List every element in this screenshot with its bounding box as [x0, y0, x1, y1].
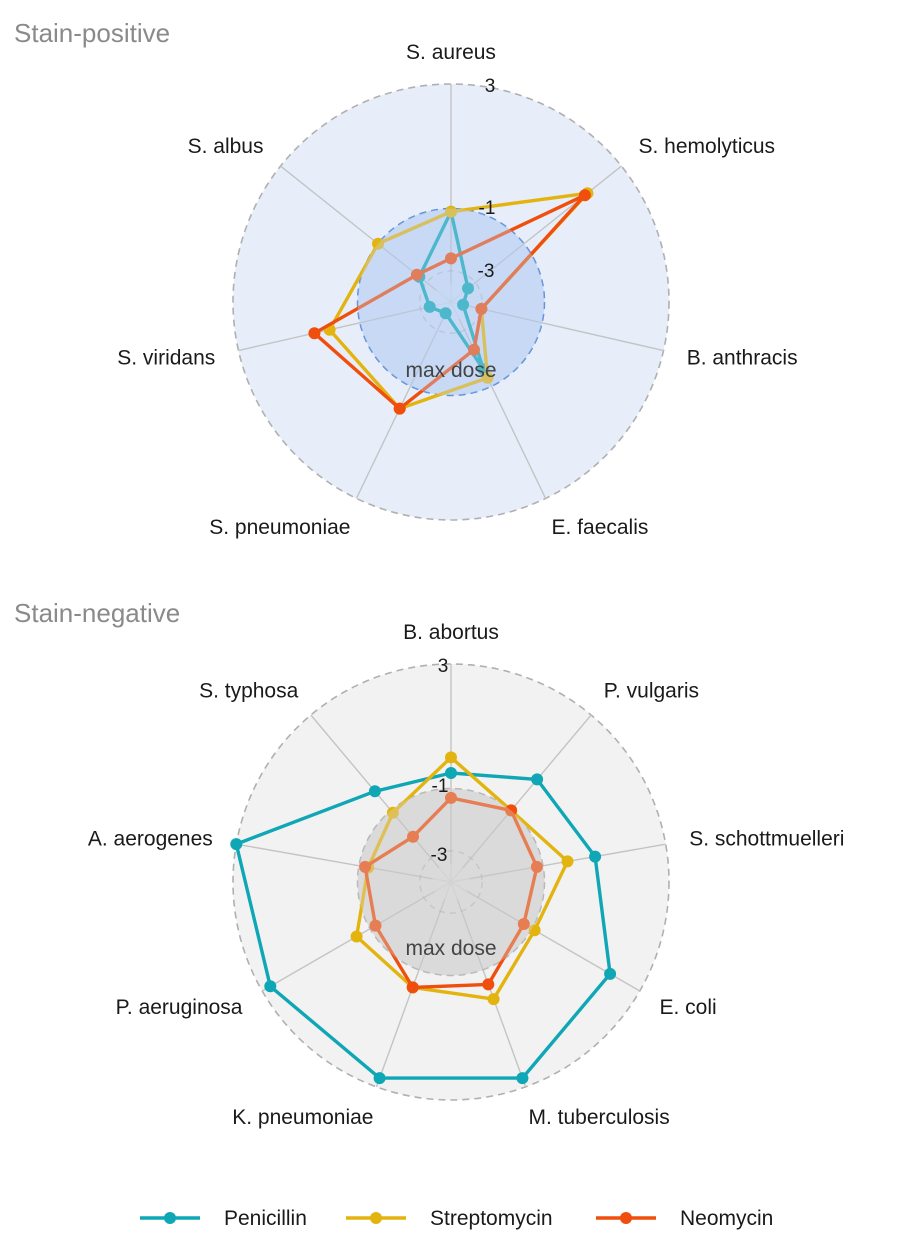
point-neomycin-s-typhosa: [407, 830, 419, 843]
point-penicillin-k-pneumoniae: [373, 1072, 386, 1085]
point-neomycin-s-pneumoniae: [393, 402, 406, 415]
point-neomycin-s-viridans: [308, 327, 321, 340]
point-neomycin-e-coli: [517, 918, 530, 930]
radial-tick-label: -3: [478, 261, 495, 282]
point-neomycin-b-abortus: [445, 791, 457, 804]
point-penicillin-e-coli: [604, 967, 617, 980]
point-streptomycin-e-coli: [528, 924, 541, 937]
category-label-s-schottmuelleri: S. schottmuelleri: [689, 828, 844, 851]
radial-tick-label: -1: [479, 198, 496, 219]
point-neomycin-p-vulgaris: [505, 804, 518, 817]
category-label-m-tuberculosis: M. tuberculosis: [529, 1106, 670, 1129]
max-dose-zone-overlay: [357, 208, 545, 396]
panel-title: Stain-positive: [14, 18, 170, 48]
legend-marker-penicillin: [164, 1212, 176, 1224]
category-label-k-pneumoniae: K. pneumoniae: [232, 1106, 373, 1129]
legend-label-neomycin: Neomycin: [680, 1207, 773, 1230]
category-label-b-abortus: B. abortus: [403, 621, 499, 644]
series-line-streptomycin: [354, 755, 570, 1001]
category-label-s-albus: S. albus: [188, 135, 264, 158]
radial-tick-label: 3: [438, 656, 449, 677]
category-label-s-pneumoniae: S. pneumoniae: [209, 516, 350, 539]
series-line-neomycin: [312, 193, 587, 411]
series-line-penicillin: [234, 771, 612, 1080]
category-label-b-anthracis: B. anthracis: [687, 347, 798, 370]
legend-marker-streptomycin: [370, 1212, 382, 1224]
radial-tick-label: 3: [485, 76, 496, 97]
point-penicillin-b-abortus: [445, 767, 457, 779]
point-neomycin-b-anthracis: [475, 302, 488, 315]
panel-title: Stain-negative: [14, 598, 180, 628]
series-line-neomycin: [363, 796, 539, 990]
radar-panel-stain-negative: Stain-negative B. abortus P. vulgaris S. sc…: [14, 598, 844, 1129]
legend-label-penicillin: Penicillin: [224, 1207, 307, 1230]
inner-spoke-s-albus: [377, 243, 437, 291]
max-dose-label: max dose: [405, 359, 496, 382]
max-dose-zone-overlay: [357, 788, 545, 976]
point-penicillin-p-vulgaris: [531, 773, 544, 786]
category-label-s-aureus: S. aureus: [406, 41, 496, 64]
inner-spoke-k-pneumoniae: [418, 899, 446, 970]
inner-spoke-s-pneumoniae: [409, 318, 444, 387]
max-dose-label: max dose: [405, 937, 496, 960]
point-penicillin-m-tuberculosis: [516, 1072, 529, 1085]
legend-label-streptomycin: Streptomycin: [430, 1207, 553, 1230]
point-penicillin-b-anthracis: [457, 298, 470, 311]
legend: Penicillin Streptomycin Neomycin: [140, 1207, 773, 1230]
point-neomycin-m-tuberculosis: [482, 978, 495, 991]
point-streptomycin-s-schottmuelleri: [561, 855, 574, 868]
point-neomycin-s-aureus: [445, 252, 457, 265]
inner-spoke-s-hemolyticus: [465, 243, 525, 291]
radar-panel-stain-positive: Stain-positive S. aureus S. hemolyticus B. …: [14, 18, 798, 539]
legend-marker-neomycin: [620, 1212, 632, 1224]
point-neomycin-s-schottmuelleri: [530, 860, 543, 873]
max-dose-zone: [356, 787, 546, 977]
point-streptomycin-m-tuberculosis: [487, 993, 500, 1006]
point-penicillin-s-schottmuelleri: [589, 850, 602, 863]
category-label-s-hemolyticus: S. hemolyticus: [639, 135, 776, 158]
point-penicillin-s-pneumoniae: [439, 307, 452, 320]
category-label-p-vulgaris: P. vulgaris: [604, 680, 699, 703]
inner-spoke-s-schottmuelleri: [469, 865, 544, 880]
inner-spoke-s-viridans: [359, 305, 433, 324]
category-label-e-coli: E. coli: [660, 996, 717, 1019]
point-neomycin-s-albus: [410, 268, 423, 281]
point-penicillin-s-typhosa: [368, 785, 381, 798]
point-neomycin-s-hemolyticus: [578, 189, 591, 202]
point-neomycin-a-aerogenes: [359, 860, 372, 873]
point-penicillin-a-aerogenes: [230, 838, 243, 851]
radial-tick-label: -1: [432, 776, 449, 797]
point-streptomycin-b-abortus: [445, 751, 457, 764]
max-dose-zone: [356, 207, 546, 397]
point-streptomycin-p-aeruginosa: [350, 930, 363, 943]
inner-spoke-m-tuberculosis: [456, 899, 484, 970]
point-neomycin-k-pneumoniae: [406, 981, 419, 994]
inner-spoke-p-vulgaris: [462, 810, 512, 869]
point-streptomycin-s-albus: [372, 237, 384, 250]
point-streptomycin-s-typhosa: [386, 806, 399, 819]
radial-tick-label: -3: [431, 845, 448, 866]
category-label-s-typhosa: S. typhosa: [199, 680, 299, 703]
point-neomycin-p-aeruginosa: [369, 919, 382, 932]
point-penicillin-s-viridans: [423, 300, 436, 313]
point-penicillin-p-aeruginosa: [264, 980, 277, 993]
point-neomycin-e-faecalis: [468, 343, 480, 356]
point-streptomycin-e-faecalis: [481, 371, 494, 384]
category-label-a-aerogenes: A. aerogenes: [88, 828, 213, 851]
category-label-e-faecalis: E. faecalis: [552, 516, 649, 539]
category-label-p-aeruginosa: P. aeruginosa: [116, 996, 243, 1019]
category-label-s-viridans: S. viridans: [117, 347, 215, 370]
point-streptomycin-s-aureus: [445, 205, 457, 218]
point-penicillin-s-hemolyticus: [462, 282, 474, 295]
inner-spoke-p-aeruginosa: [369, 890, 436, 930]
